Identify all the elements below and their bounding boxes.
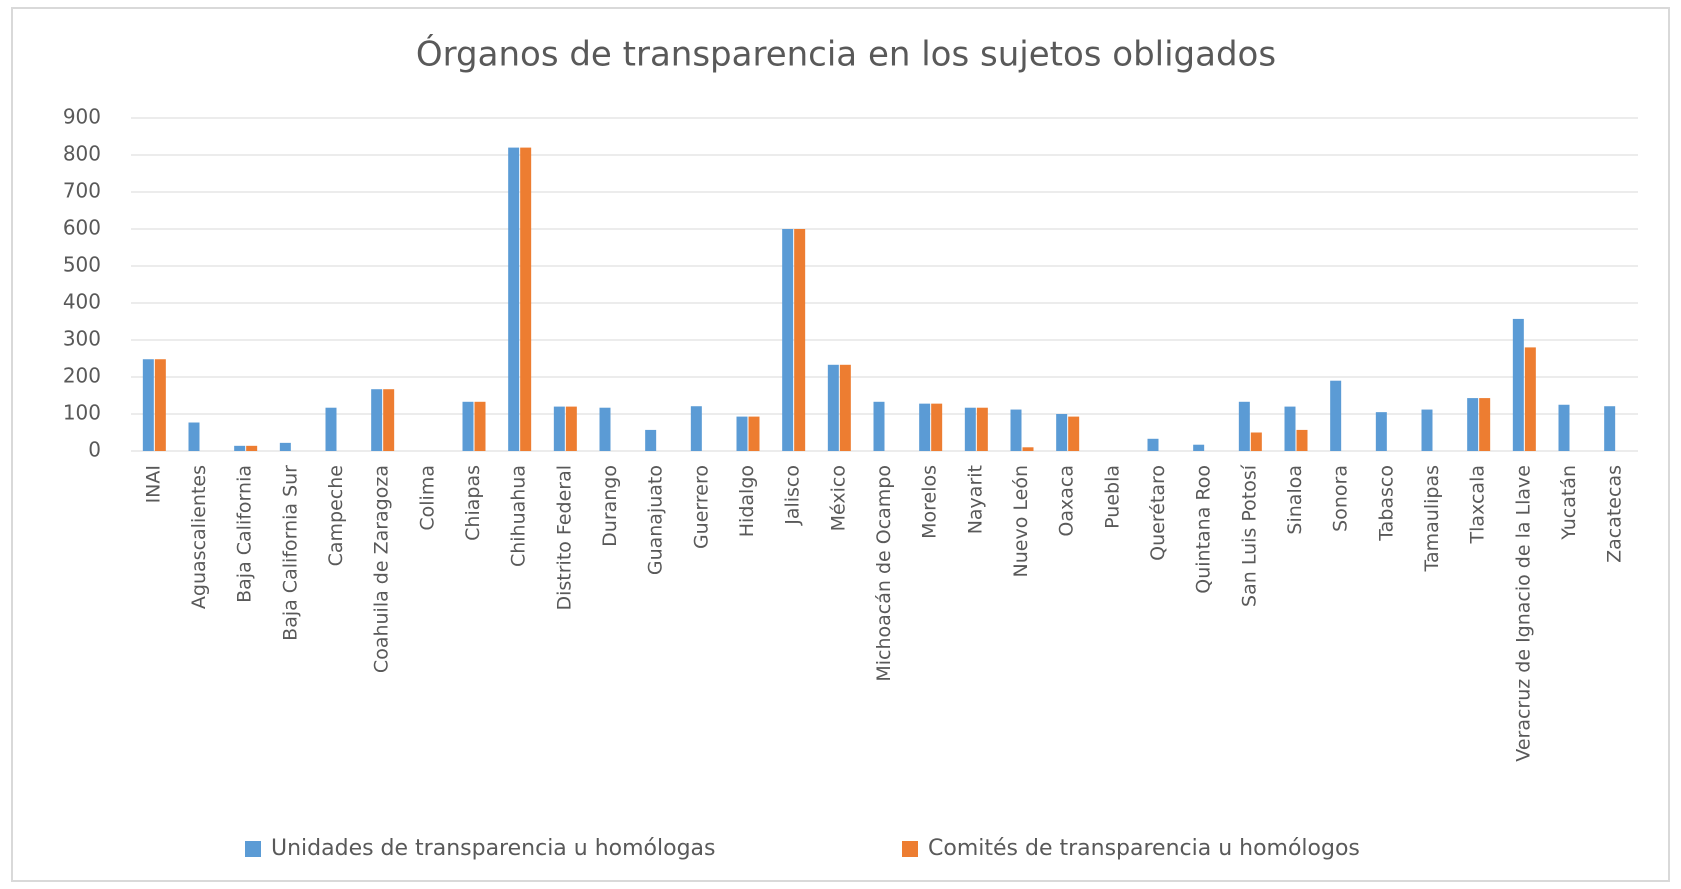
y-tick-label: 0	[88, 438, 101, 462]
x-tick-label: Baja California Sur	[279, 465, 301, 641]
x-tick-label: Nayarit	[964, 465, 986, 534]
x-tick-label: Morelos	[919, 465, 941, 539]
bar	[565, 406, 577, 451]
x-tick-label: Hidalgo	[736, 465, 758, 537]
bar	[1193, 444, 1205, 451]
bar	[1010, 409, 1022, 451]
y-tick-label: 300	[63, 327, 101, 351]
bar	[1375, 412, 1387, 451]
x-tick-label: San Luis Potosí	[1238, 464, 1260, 607]
bar	[371, 389, 383, 451]
x-tick-label: Zacatecas	[1604, 465, 1626, 563]
bar	[1512, 318, 1524, 451]
x-tick-label: Tabasco	[1375, 465, 1397, 542]
bar	[1467, 398, 1479, 451]
bar	[142, 359, 154, 451]
bar	[1604, 406, 1616, 451]
bar	[645, 429, 657, 451]
x-tick-label: Querétaro	[1147, 465, 1169, 561]
bar	[154, 359, 166, 451]
x-tick-label: Michoacán de Ocampo	[873, 465, 895, 682]
bar	[976, 407, 988, 451]
y-tick-label: 200	[63, 364, 101, 388]
bar	[736, 416, 748, 451]
x-tick-label: Oaxaca	[1056, 465, 1078, 537]
y-tick-label: 400	[63, 290, 101, 314]
x-tick-label: Durango	[599, 465, 621, 547]
bar	[827, 364, 839, 451]
x-tick-label: Distrito Federal	[553, 465, 575, 611]
legend-label: Comités de transparencia u homólogos	[928, 836, 1360, 861]
bar	[1296, 429, 1308, 451]
x-tick-label: Puebla	[1101, 465, 1123, 529]
x-tick-label: Veracruz de Ignacio de la Llave	[1512, 465, 1534, 762]
bar	[325, 407, 337, 451]
bar	[234, 445, 246, 451]
bar	[474, 401, 486, 451]
x-tick-label: Yucatán	[1558, 465, 1580, 541]
x-tick-label: Tlaxcala	[1467, 465, 1489, 544]
bar	[1524, 347, 1536, 451]
x-tick-label: Sinaloa	[1284, 465, 1306, 535]
bar	[520, 147, 532, 451]
x-tick-label: Colima	[416, 465, 438, 531]
bar	[1250, 432, 1262, 451]
x-tick-label: Guanajuato	[645, 465, 667, 575]
bar	[794, 229, 806, 451]
bar	[1022, 447, 1034, 451]
bar	[599, 407, 611, 451]
legend-label: Unidades de transparencia u homólogas	[271, 836, 716, 861]
bar	[1056, 414, 1068, 451]
bar	[931, 403, 943, 451]
bar	[919, 403, 931, 451]
bar	[188, 422, 200, 451]
y-tick-label: 700	[63, 179, 101, 203]
x-tick-label: Guerrero	[690, 465, 712, 549]
bar	[553, 406, 565, 451]
legend-swatch	[902, 841, 918, 857]
x-tick-label: Chiapas	[462, 465, 484, 541]
x-tick-label: Baja California	[234, 465, 256, 603]
x-tick-label: Tamaulipas	[1421, 465, 1443, 572]
bar	[462, 401, 474, 451]
bar	[1558, 404, 1570, 451]
x-tick-label: Campeche	[325, 465, 347, 566]
bar	[690, 406, 702, 451]
y-tick-label: 600	[63, 216, 101, 240]
bar	[1330, 380, 1342, 451]
x-tick-label: Aguascalientes	[188, 465, 210, 609]
bar	[1147, 438, 1159, 451]
bar	[782, 229, 794, 451]
x-tick-label: Quintana Roo	[1193, 465, 1215, 594]
bar	[873, 401, 885, 451]
bar	[508, 147, 520, 451]
bar	[964, 407, 976, 451]
y-tick-label: 100	[63, 401, 101, 425]
bar	[279, 442, 291, 451]
y-tick-label: 900	[63, 105, 101, 129]
x-tick-label: INAI	[142, 465, 164, 503]
bar	[1238, 401, 1250, 451]
x-tick-label: México	[827, 465, 849, 531]
bar	[383, 389, 395, 451]
x-tick-label: Jalisco	[782, 465, 804, 526]
x-tick-label: Nuevo León	[1010, 465, 1032, 577]
legend-swatch	[245, 841, 261, 857]
bar	[1068, 416, 1080, 451]
x-tick-label: Chihuahua	[508, 465, 530, 567]
chart-title: Órganos de transparencia en los sujetos …	[416, 34, 1276, 75]
y-tick-label: 800	[63, 142, 101, 166]
bar	[1421, 409, 1433, 451]
y-tick-label: 500	[63, 253, 101, 277]
bar	[839, 364, 851, 451]
bar	[1284, 406, 1296, 451]
bar	[1479, 398, 1491, 451]
x-tick-label: Sonora	[1330, 465, 1352, 532]
bar	[246, 445, 258, 451]
bar	[748, 416, 760, 451]
x-tick-label: Coahuila de Zaragoza	[371, 465, 393, 673]
